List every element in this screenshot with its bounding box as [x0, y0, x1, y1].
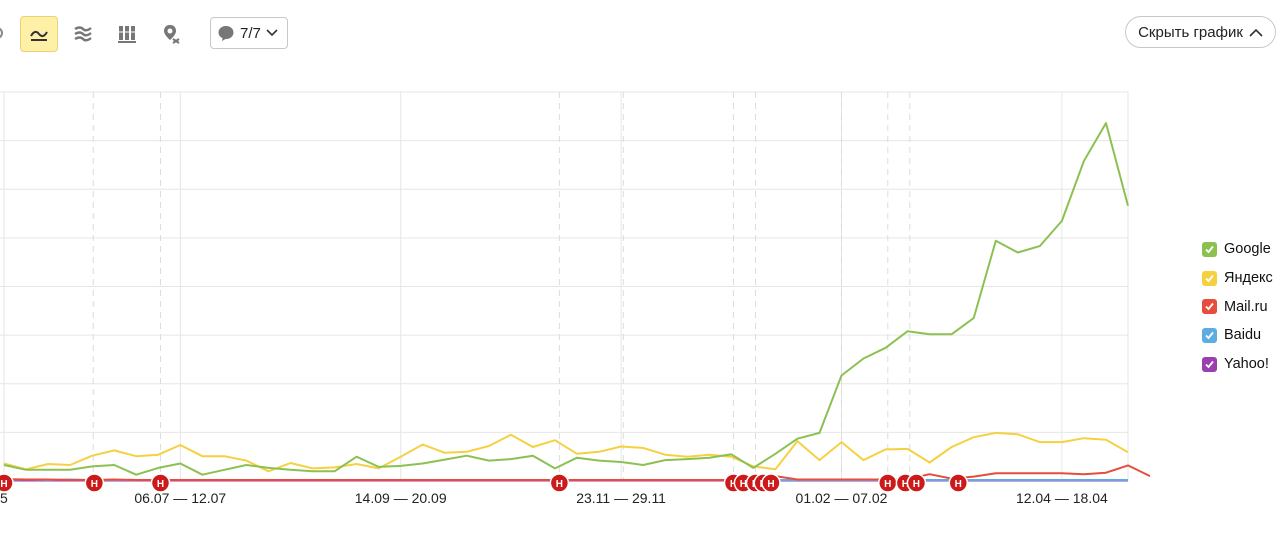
note-marker-label: Н: [913, 479, 920, 490]
bar-chart-view-button[interactable]: [108, 16, 146, 52]
area-chart-view-button[interactable]: [64, 16, 102, 52]
note-marker[interactable]: Н: [150, 473, 171, 493]
map-view-button[interactable]: [152, 16, 190, 52]
note-marker-label: Н: [884, 479, 891, 490]
note-marker-label: Н: [955, 479, 962, 490]
legend-label: Mail.ru: [1224, 298, 1268, 315]
legend-item[interactable]: Mail.ru: [1202, 292, 1273, 321]
legend-item[interactable]: Baidu: [1202, 321, 1273, 350]
note-marker-label: Н: [767, 479, 774, 490]
globe-icon[interactable]: [0, 26, 4, 40]
x-tick-label: 06.07 — 12.07: [134, 490, 226, 506]
legend-label: Yahoo!: [1224, 356, 1269, 373]
comment-icon: [218, 26, 234, 41]
note-marker-label: Н: [91, 479, 98, 490]
chart-toolbar: 7/7 Скрыть график: [0, 0, 1280, 70]
legend-item[interactable]: Яндекс: [1202, 264, 1273, 293]
chart-legend: Google Яндекс Mail.ru Baidu Yahoo!: [1202, 235, 1273, 378]
legend-item[interactable]: Yahoo!: [1202, 350, 1273, 379]
x-tick-label: 12.04 — 18.04: [1016, 490, 1108, 506]
line-chart-icon: [30, 30, 48, 41]
line-chart-view-button[interactable]: [20, 16, 58, 52]
legend-label: Baidu: [1224, 327, 1262, 344]
series-line-mail-ru[interactable]: [3, 464, 1151, 481]
notes-count: 7/7: [240, 24, 261, 42]
legend-item[interactable]: Google: [1202, 235, 1273, 264]
hide-chart-button[interactable]: Скрыть график: [1125, 16, 1276, 48]
map-pin-icon: [164, 25, 180, 44]
legend-label: Яндекс: [1224, 270, 1273, 287]
checkbox-checked-icon[interactable]: [1202, 299, 1217, 315]
note-marker[interactable]: Н: [761, 473, 781, 493]
checkbox-checked-icon[interactable]: [1202, 356, 1217, 372]
series-line-яндекс[interactable]: [3, 431, 1129, 473]
note-marker-label: Н: [730, 479, 737, 490]
stacked-bar-icon: [118, 26, 136, 43]
note-marker[interactable]: Н: [0, 473, 14, 493]
note-marker-label: Н: [157, 479, 164, 490]
x-tick-label: 14.09 — 20.09: [355, 490, 447, 506]
series-line-google[interactable]: [3, 122, 1129, 476]
note-marker[interactable]: Н: [84, 473, 105, 493]
chevron-down-icon: [266, 29, 278, 37]
note-marker[interactable]: Н: [948, 473, 969, 493]
checkbox-checked-icon[interactable]: [1202, 241, 1217, 257]
note-marker-label: Н: [740, 479, 747, 490]
checkbox-checked-icon[interactable]: [1202, 327, 1217, 343]
legend-label: Google: [1224, 241, 1271, 258]
chevron-up-icon: [1249, 28, 1263, 37]
x-tick-label: 23.11 — 29.11: [576, 490, 666, 506]
note-marker-label: Н: [902, 479, 909, 490]
note-marker-label: Н: [556, 479, 563, 490]
notes-filter-dropdown[interactable]: 7/7: [210, 17, 288, 49]
x-tick-label: 01.02 — 07.02: [796, 490, 888, 506]
checkbox-checked-icon[interactable]: [1202, 270, 1217, 286]
note-marker[interactable]: Н: [549, 473, 570, 493]
x-tick-label: 5: [0, 490, 8, 506]
note-marker-label: Н: [0, 479, 7, 490]
hide-chart-label: Скрыть график: [1138, 23, 1243, 41]
stacked-area-icon: [74, 26, 92, 42]
note-marker[interactable]: Н: [906, 473, 927, 493]
